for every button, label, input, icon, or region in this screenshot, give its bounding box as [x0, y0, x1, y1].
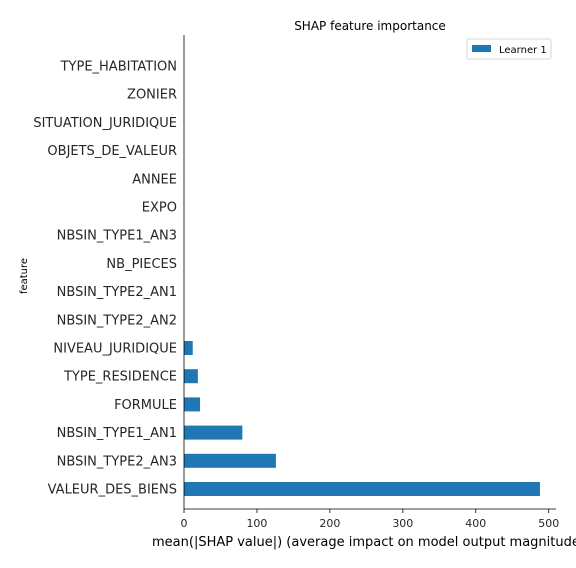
category-label: NBSIN_TYPE2_AN1 [57, 285, 177, 300]
category-label: NBSIN_TYPE1_AN1 [57, 426, 177, 441]
category-label: SITUATION_JURIDIQUE [33, 116, 177, 131]
category-label: NBSIN_TYPE2_AN2 [57, 313, 177, 328]
x-axis-label: mean(|SHAP value|) (average impact on mo… [152, 535, 576, 550]
chart-title: SHAP feature importance [294, 19, 446, 33]
bars-group [184, 341, 540, 496]
bar-nbsin-type2-an3 [184, 453, 276, 468]
bar-valeur-des-biens [184, 482, 540, 496]
x-tick-label: 100 [246, 517, 267, 530]
x-tick-label: 500 [538, 517, 559, 530]
category-label: NBSIN_TYPE2_AN3 [57, 454, 177, 469]
x-axis-ticks: 0 100 200 300 400 500 [181, 509, 559, 530]
x-tick-label: 200 [319, 517, 340, 530]
category-label: ANNEE [132, 172, 177, 187]
legend-label: Learner 1 [499, 45, 547, 56]
bar-type-residence [184, 369, 198, 384]
bar-nbsin-type1-an1 [184, 425, 243, 440]
x-tick-label: 0 [181, 517, 188, 530]
category-label: NIVEAU_JURIDIQUE [53, 342, 177, 357]
category-label: EXPO [142, 201, 177, 216]
x-tick-label: 300 [392, 517, 413, 530]
category-label: OBJETS_DE_VALEUR [47, 144, 177, 159]
bar-formule [184, 397, 201, 412]
y-axis-label: feature [19, 258, 30, 294]
category-label: NB_PIECES [106, 257, 177, 272]
category-label: NBSIN_TYPE1_AN3 [57, 229, 177, 244]
category-labels: TYPE_HABITATION ZONIER SITUATION_JURIDIQUE… [33, 60, 177, 498]
category-label: FORMULE [114, 398, 177, 413]
legend-swatch [472, 45, 491, 52]
category-label: TYPE_RESIDENCE [63, 370, 177, 385]
category-label: TYPE_HABITATION [60, 60, 177, 75]
legend: Learner 1 [466, 38, 552, 60]
legend-frame [466, 38, 552, 60]
category-label: VALEUR_DES_BIENS [48, 483, 177, 498]
x-tick-label: 400 [465, 517, 486, 530]
bar-niveau-juridique [184, 341, 193, 355]
category-label: ZONIER [127, 88, 177, 103]
